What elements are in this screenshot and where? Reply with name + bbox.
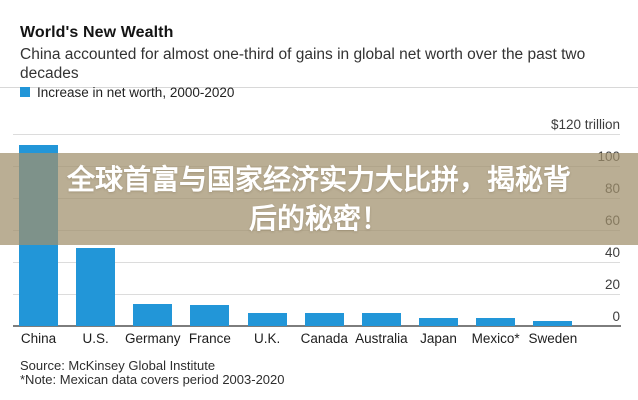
chart-subtitle: China accounted for almost one-third of … (20, 46, 586, 82)
legend-swatch-icon (20, 87, 30, 97)
chart-legend: Increase in net worth, 2000-2020 (20, 84, 234, 100)
bar-france (190, 305, 230, 326)
bar-germany (133, 303, 173, 326)
source-text: Source: McKinsey Global Institute (20, 358, 216, 373)
bar-uk (247, 313, 287, 326)
category-label-sweden: Sweden (528, 331, 578, 346)
gridline-120 (13, 134, 620, 135)
chart-title: World's New Wealth (20, 24, 174, 41)
header-divider (0, 87, 638, 88)
legend-label: Increase in net worth, 2000-2020 (37, 84, 235, 100)
category-label-germany: Germany (125, 331, 181, 346)
category-label-canada: Canada (300, 331, 348, 346)
category-label-china: China (20, 331, 57, 346)
category-label-france: France (188, 331, 231, 346)
y-tick-label-0: 0 (612, 309, 620, 324)
category-label-australia: Australia (355, 331, 408, 346)
category-label-japan: Japan (420, 331, 457, 346)
category-label-mexico: Mexico* (471, 331, 520, 346)
chinese-text-overlay-banner: 全球首富与国家经济实力大比拼，揭秘背 后的秘密！ (0, 153, 638, 245)
bar-mexico (476, 318, 516, 326)
overlay-text-line1: 全球首富与国家经济实力大比拼，揭秘背 (66, 163, 571, 196)
gridline-40 (13, 262, 620, 263)
y-tick-label-20: 20 (604, 277, 620, 292)
x-axis-baseline (13, 325, 621, 327)
y-tick-label-40: 40 (604, 245, 620, 260)
note-text: *Note: Mexican data covers period 2003-2… (20, 372, 285, 387)
bar-sweden (533, 321, 573, 326)
overlay-text-line2: 后的秘密！ (248, 202, 389, 235)
bar-japan (419, 318, 459, 326)
bar-canada (304, 313, 344, 326)
gridline-20 (13, 294, 620, 295)
category-label-us: U.S. (82, 331, 109, 346)
bar-australia (361, 313, 401, 326)
bar-us (76, 247, 116, 326)
y-tick-label-120: $120 trillion (550, 117, 620, 132)
category-label-uk: U.K. (253, 331, 281, 346)
